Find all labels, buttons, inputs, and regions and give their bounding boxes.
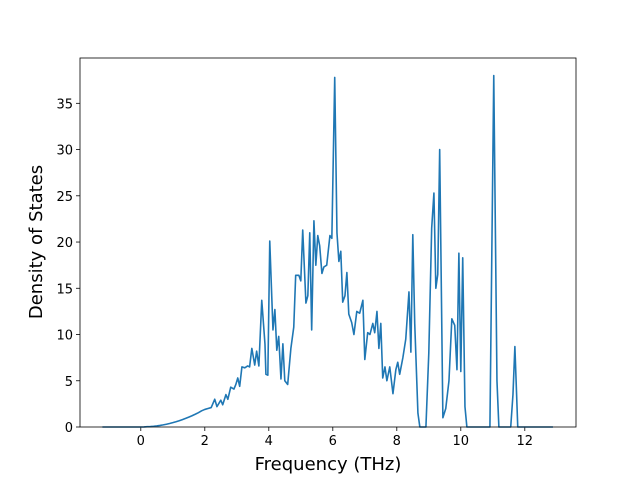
- y-tick-label: 15: [56, 282, 73, 297]
- data-line: [102, 74, 553, 428]
- y-tick-label: 30: [56, 144, 73, 159]
- x-tick-label: 12: [517, 434, 534, 449]
- x-tick-label: 8: [393, 434, 401, 449]
- y-tick-label: 25: [56, 190, 73, 205]
- y-tick-label: 0: [65, 421, 73, 436]
- y-axis-label: Density of States: [26, 165, 47, 319]
- x-tick-label: 0: [137, 434, 145, 449]
- x-tick-label: 10: [453, 434, 470, 449]
- x-axis-label: Frequency (THz): [255, 454, 402, 475]
- x-tick-label: 4: [265, 434, 273, 449]
- x-tick-label: 2: [201, 434, 209, 449]
- x-tick-label: 6: [329, 434, 337, 449]
- y-tick-label: 10: [56, 329, 73, 344]
- y-tick-label: 5: [65, 375, 73, 390]
- plot-frame: [79, 57, 577, 428]
- y-tick-label: 20: [56, 236, 73, 251]
- y-tick-label: 35: [56, 97, 73, 112]
